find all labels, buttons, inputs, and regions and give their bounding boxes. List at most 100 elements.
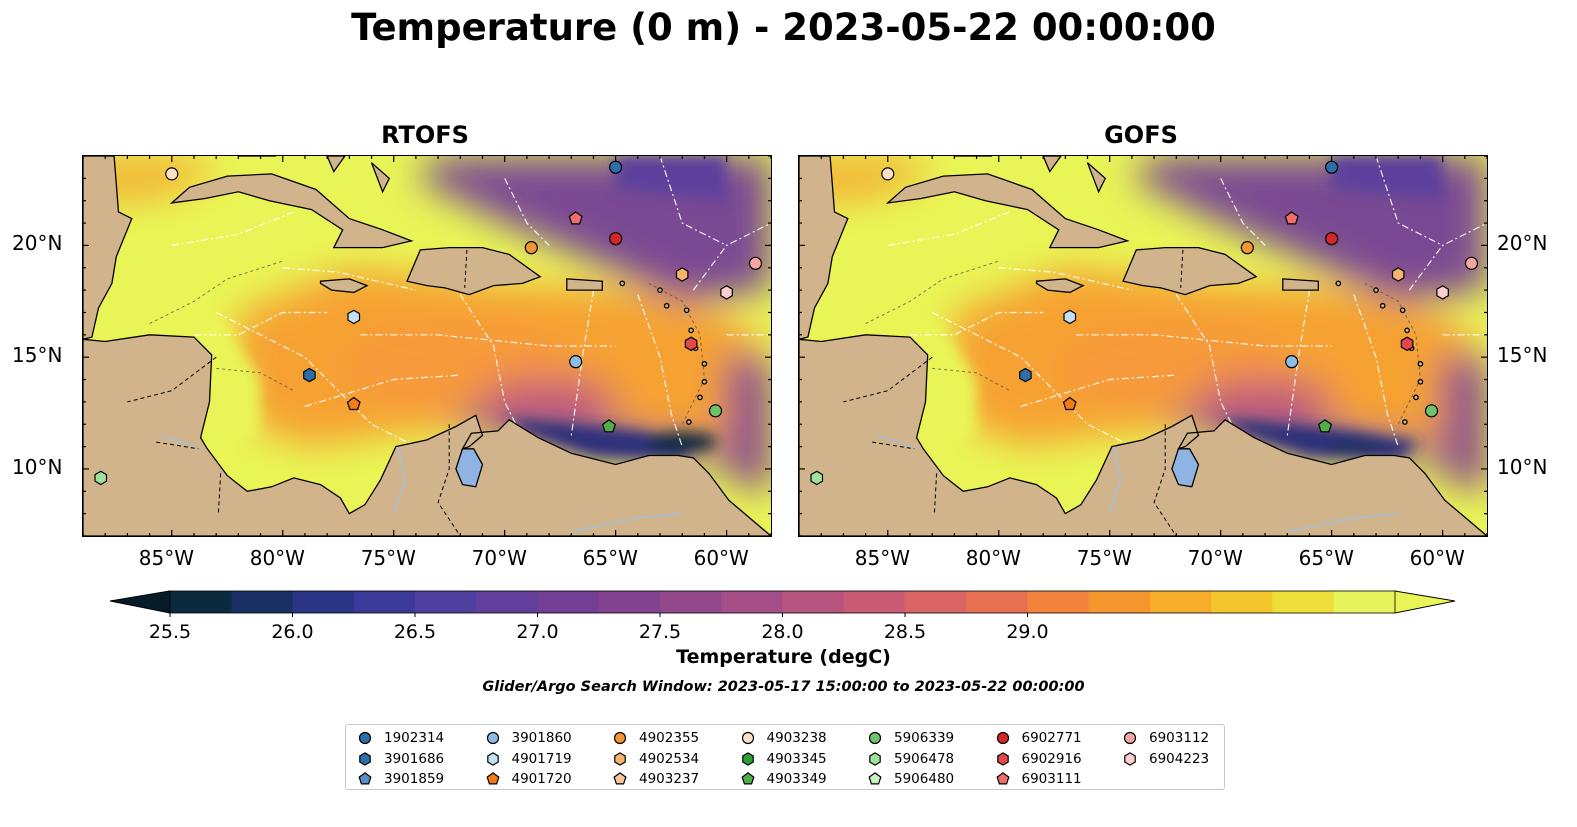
legend-label: 4903345 (766, 750, 827, 767)
legend-item: 4902355 (603, 728, 699, 749)
legend-marker-hexagon (996, 751, 1009, 766)
lon-tick-label: 80°W (965, 546, 1021, 570)
legend-label: 6902771 (1021, 730, 1082, 747)
colorbar-tick-label: 29.0 (1006, 621, 1049, 643)
legend-label: 4903237 (639, 771, 700, 788)
island (683, 307, 690, 314)
float-marker-6902916 (1400, 336, 1414, 352)
colorbar-segment (598, 591, 661, 613)
legend-marker-pentagon (613, 772, 627, 785)
colorbar-tick-label: 25.5 (148, 621, 192, 643)
lat-tick-label-left: 10°N (12, 454, 63, 479)
lat-tick-label-right: 10°N (1497, 454, 1548, 479)
float-marker-3901860 (1285, 355, 1299, 369)
island (1399, 307, 1406, 314)
legend-item: 6904223 (1113, 749, 1209, 770)
island (657, 287, 663, 293)
legend-label: 6902916 (1021, 750, 1082, 767)
float-marker-3901860 (569, 355, 583, 369)
island (619, 280, 626, 287)
lon-tick-label: 85°W (138, 546, 194, 570)
float-marker-4903349 (601, 419, 617, 433)
colorbar-segment (1211, 591, 1273, 613)
legend-column: 6902771 6902916 6903111 (986, 728, 1082, 790)
colorbar-segment (1150, 591, 1212, 613)
legend-marker-circle (996, 732, 1009, 745)
colorbar-tick-label: 26.5 (393, 621, 437, 643)
bathymetry-contours (149, 260, 705, 425)
legend-column: 6903112 6904223 (1113, 728, 1209, 769)
legend-label: 4901719 (511, 750, 572, 767)
island (1373, 287, 1379, 293)
island (697, 394, 703, 401)
colorbar-tick-label: 28.0 (761, 621, 804, 643)
legend-item: 4902534 (603, 749, 699, 770)
island (1417, 361, 1424, 367)
legend-column: 1902314 3901686 3901859 (348, 728, 444, 790)
legend-marker-pentagon (868, 772, 882, 785)
float-marker-6904223 (720, 285, 733, 300)
legend-marker-circle (486, 732, 499, 745)
float-marker-5906339 (1424, 404, 1439, 418)
float-marker-4901720 (346, 396, 361, 411)
map-gofs (798, 155, 1488, 537)
rivers (876, 434, 1399, 533)
colorbar-segment (782, 591, 845, 613)
landmass-hispaniola (1122, 246, 1258, 296)
lat-tick-label-right: 20°N (1497, 231, 1548, 256)
bathymetry-contours (865, 260, 1421, 425)
legend-item: 6903112 (1113, 728, 1209, 749)
landmass-yucatan (83, 156, 133, 340)
float-marker-6903112 (1464, 256, 1479, 270)
legend-item: 4903237 (603, 769, 699, 790)
island (686, 419, 692, 425)
eez-boundaries (887, 156, 1487, 448)
legend-marker-pentagon (485, 772, 500, 785)
landmass-jamaica (1035, 278, 1085, 294)
frame-ticks (799, 156, 1487, 536)
island (688, 327, 694, 334)
legend-label: 5906478 (894, 750, 955, 767)
legend-item: 4903238 (731, 728, 827, 749)
float-marker-6902916 (684, 336, 698, 352)
island (701, 361, 708, 367)
legend-label: 4903238 (766, 730, 827, 747)
legend-label: 3901860 (511, 730, 572, 747)
legend-marker-hexagon (486, 751, 499, 766)
legend-marker-hexagon (741, 751, 754, 766)
legend-item: 3901860 (476, 728, 572, 749)
float-marker-4902534 (675, 267, 689, 282)
island (1413, 394, 1419, 401)
float-marker-1902314 (1325, 160, 1339, 174)
lon-tick-label: 70°W (1187, 546, 1243, 570)
legend-marker-circle (1123, 732, 1137, 745)
float-marker-3901686 (303, 367, 316, 383)
lon-tick-label: 75°W (1076, 546, 1132, 570)
legend-marker-circle (741, 732, 754, 745)
island (701, 378, 708, 385)
legend-label: 3901859 (384, 771, 445, 788)
colorbar-segment (170, 591, 232, 613)
legend-label: 6903112 (1149, 730, 1210, 747)
lon-tick-label: 75°W (360, 546, 416, 570)
lon-tick-label: 60°W (693, 546, 749, 570)
island (1417, 378, 1424, 385)
legend-marker-pentagon (740, 772, 755, 785)
legend-marker-hexagon (359, 751, 371, 766)
legend-label: 6903111 (1021, 771, 1082, 788)
float-marker-4903238 (881, 167, 895, 181)
island (1404, 327, 1410, 334)
landmass-puertorico (1282, 278, 1319, 291)
float-marker-4903349 (1317, 419, 1333, 433)
colorbar-segment (292, 591, 355, 613)
float-marker-5906478 (94, 470, 108, 486)
figure-title: Temperature (0 m) - 2023-05-22 00:00:00 (351, 6, 1216, 49)
lat-tick-label-right: 15°N (1497, 343, 1548, 368)
legend-item: 3901859 (348, 769, 444, 790)
landmass-honduras (83, 334, 771, 536)
colorbar-tick-label: 27.5 (638, 621, 682, 643)
colorbar-segment (476, 591, 538, 613)
rivers (160, 434, 683, 533)
lat-tick-label-left: 20°N (12, 231, 63, 256)
colorbar-segment (415, 591, 477, 613)
